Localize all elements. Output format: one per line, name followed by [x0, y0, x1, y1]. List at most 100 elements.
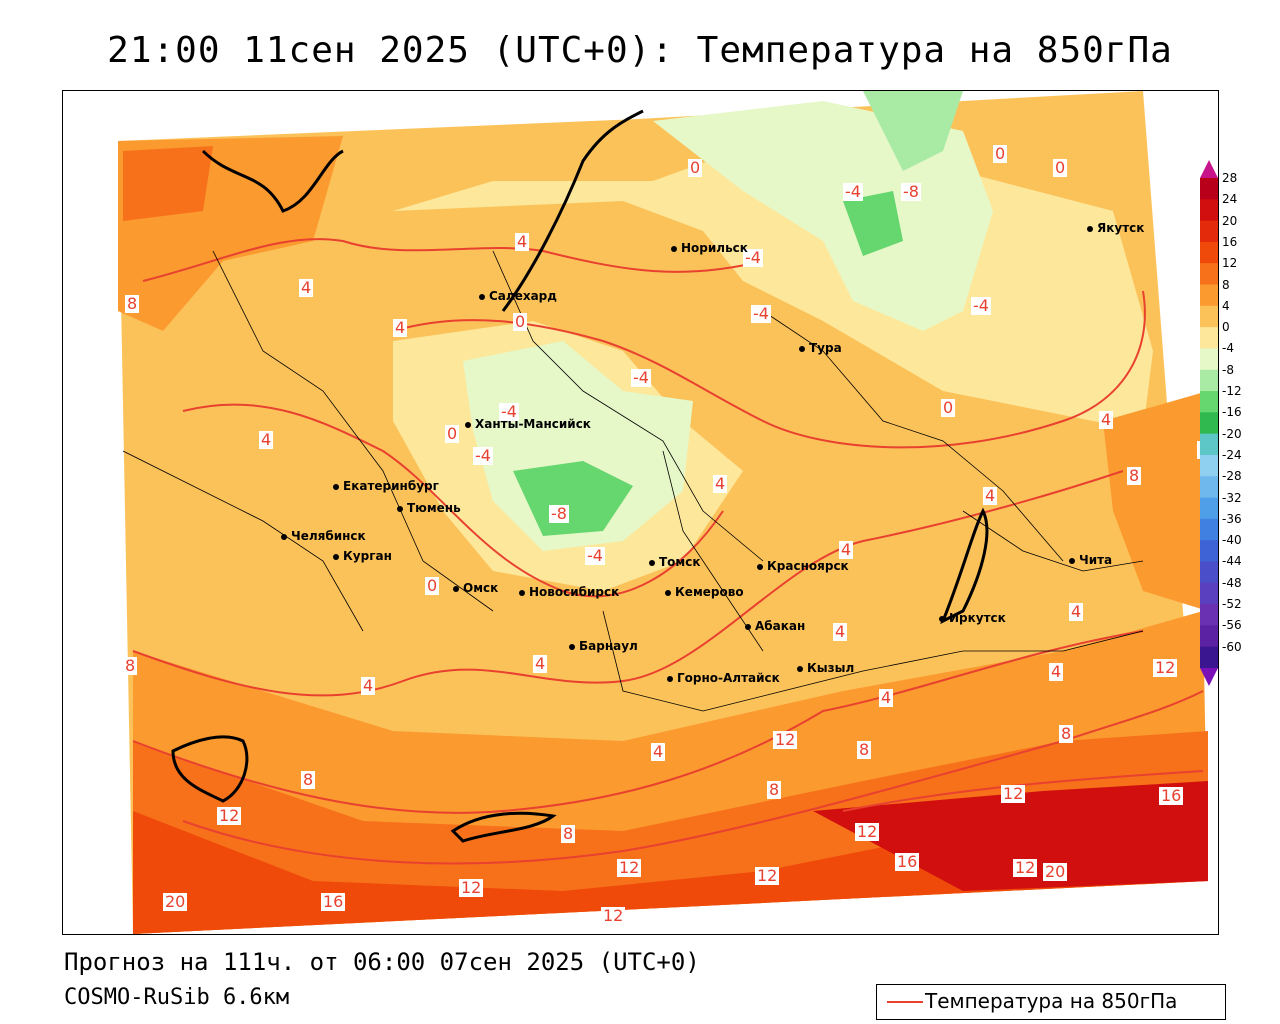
contour-label: 0 — [425, 576, 440, 595]
contour-label: 20 — [1043, 862, 1068, 881]
contour-label: -4 — [971, 296, 991, 315]
city-marker[interactable]: Омск — [453, 581, 498, 595]
cold-region-west-siberia — [463, 341, 693, 551]
contour-label: 8 — [301, 770, 316, 789]
city-marker[interactable]: Кызыл — [797, 661, 854, 675]
colorbar-tick-label: 0 — [1222, 320, 1230, 335]
colorbar-tick-label: 4 — [1222, 298, 1230, 313]
city-marker[interactable]: Чита — [1069, 553, 1112, 567]
city-marker[interactable]: Горно-Алтайск — [667, 671, 780, 685]
colorbar-cell — [1200, 582, 1218, 605]
contour-label: -4 — [743, 248, 763, 267]
colorbar-tick-label: 20 — [1222, 213, 1238, 228]
contour-label: 12 — [1001, 784, 1026, 803]
colorbar-tick-label: 12 — [1222, 256, 1238, 271]
colorbar-cell — [1200, 540, 1218, 562]
colorbar-cell — [1200, 178, 1218, 200]
colorbar-cell — [1200, 646, 1218, 669]
city-marker[interactable]: Тура — [799, 341, 842, 355]
contour-label: 0 — [513, 312, 528, 331]
city-marker[interactable]: Норильск — [671, 241, 748, 255]
colorbar-tick-label: -60 — [1222, 639, 1242, 654]
colorbar-cell — [1200, 391, 1218, 413]
warm-region-east — [1103, 391, 1208, 611]
colorbar-tick-label: -36 — [1222, 511, 1242, 526]
city-marker[interactable]: Ханты-Мансийск — [465, 417, 591, 431]
colorbar-cell — [1200, 199, 1218, 222]
colorbar-cell — [1200, 284, 1218, 307]
contour-label: 12 — [617, 858, 642, 877]
contour-label: 16 — [321, 892, 346, 911]
contour-label: 12 — [601, 906, 626, 925]
city-marker[interactable]: Тюмень — [397, 501, 461, 515]
contour-label: 8 — [561, 824, 576, 843]
map-title: 21:00 11сен 2025 (UTC+0): Температура на… — [107, 30, 1173, 71]
colorbar-cell — [1200, 327, 1218, 349]
city-marker[interactable]: Красноярск — [757, 559, 849, 573]
contour-label: 4 — [651, 742, 666, 761]
contour-label: 12 — [217, 806, 242, 825]
colorbar-cell — [1200, 497, 1218, 520]
contour-label: 8 — [1127, 466, 1142, 485]
colorbar-cell — [1200, 369, 1218, 392]
colorbar-tick-label: -28 — [1222, 469, 1242, 484]
contour-label: 4 — [533, 654, 548, 673]
contour-label: 8 — [1059, 724, 1074, 743]
colorbar-tick-label: -12 — [1222, 384, 1242, 399]
city-marker[interactable]: Томск — [649, 555, 701, 569]
contour-label: 4 — [393, 318, 408, 337]
colorbar-arrow-top — [1200, 160, 1218, 178]
colorbar — [1200, 160, 1218, 686]
colorbar-tick-label: -4 — [1222, 341, 1234, 356]
colorbar-cell — [1200, 561, 1218, 584]
coastlines — [171, 109, 989, 843]
city-marker[interactable]: Кемерово — [665, 585, 744, 599]
colorbar-tick-label: -16 — [1222, 405, 1242, 420]
map-area[interactable]: 0 -4 -8 0 0 4 -4 4 0 -4 -4 8 4 -4 4 -4 0… — [62, 90, 1219, 935]
colorbar-cell — [1200, 305, 1218, 328]
colorbar-cell — [1200, 625, 1218, 648]
contour-label: 4 — [1069, 602, 1084, 621]
city-marker[interactable]: Якутск — [1087, 221, 1144, 235]
contour-label: 4 — [515, 232, 530, 251]
city-marker[interactable]: Салехард — [479, 289, 557, 303]
colorbar-tick-label: 28 — [1222, 171, 1238, 185]
contour-label: 4 — [879, 688, 894, 707]
contour-label: 12 — [459, 878, 484, 897]
colorbar-cell — [1200, 454, 1218, 477]
city-marker[interactable]: Новосибирск — [519, 585, 619, 599]
contour-label: 16 — [1159, 786, 1184, 805]
contour-label: 8 — [125, 294, 140, 313]
city-marker[interactable]: Барнаул — [569, 639, 638, 653]
cold-core-west — [513, 461, 633, 536]
contour-label: -4 — [473, 446, 493, 465]
city-marker[interactable]: Абакан — [745, 619, 805, 633]
colorbar-cell — [1200, 604, 1218, 626]
colorbar-tick-label: -40 — [1222, 533, 1242, 548]
city-marker[interactable]: Екатеринбург — [333, 479, 439, 493]
contour-label: 20 — [163, 892, 188, 911]
city-marker[interactable]: Курган — [333, 549, 392, 563]
contour-label: 4 — [713, 474, 728, 493]
colorbar-tick-label: -8 — [1222, 362, 1234, 377]
colorbar-tick-label: 8 — [1222, 277, 1230, 292]
contour-label: 4 — [839, 540, 854, 559]
city-marker[interactable]: Иркутск — [939, 611, 1006, 625]
contour-label: 12 — [755, 866, 780, 885]
contour-label: -4 — [631, 368, 651, 387]
colorbar-cell — [1200, 518, 1218, 541]
colorbar-cell — [1200, 412, 1218, 435]
city-marker[interactable]: Челябинск — [281, 529, 366, 543]
legend-line-swatch — [887, 1001, 923, 1003]
contour-label: 0 — [941, 398, 956, 417]
colorbar-tick-label: -20 — [1222, 426, 1242, 441]
colorbar-cell — [1200, 241, 1218, 264]
forecast-info: Прогноз на 111ч. от 06:00 07сен 2025 (UT… — [64, 948, 700, 976]
contour-label: 4 — [1049, 662, 1064, 681]
colorbar-tick-label: -52 — [1222, 597, 1242, 612]
contour-label: 4 — [259, 430, 274, 449]
colorbar-arrow-bottom — [1200, 668, 1218, 686]
colorbar-tick-label: -48 — [1222, 575, 1242, 590]
colorbar-tick-label: -32 — [1222, 490, 1242, 505]
colorbar-cell — [1200, 433, 1218, 456]
